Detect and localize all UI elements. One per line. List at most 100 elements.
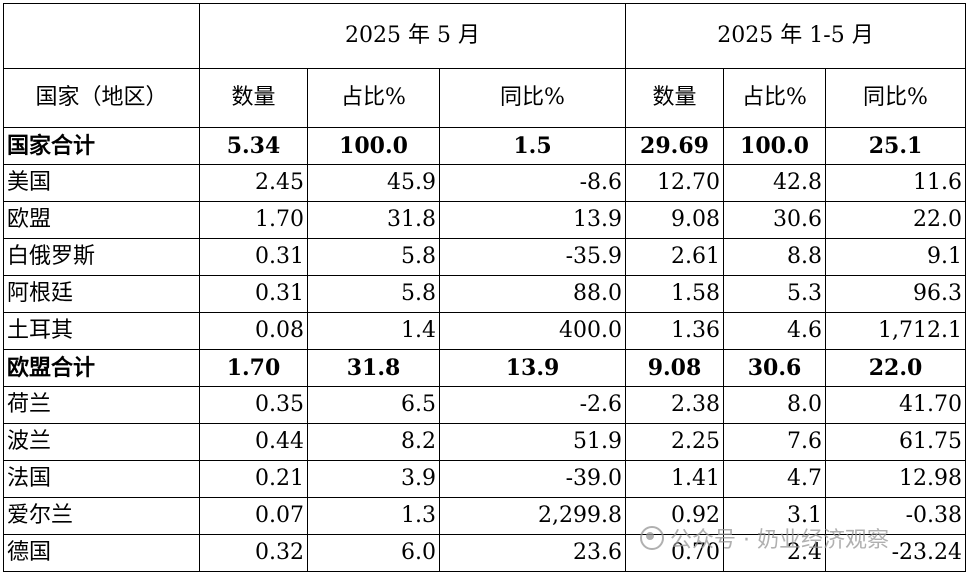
table-row: 荷兰 0.35 6.5 -2.6 2.38 8.0 41.70 [3,386,966,424]
month-yoy-header: 同比% [439,68,626,128]
ytd-yoy-cell: 61.75 [825,423,966,461]
table-row: 白俄罗斯 0.31 5.8 -35.9 2.61 8.8 9.1 [3,238,966,276]
period-ytd-header: 2025 年 1-5 月 [625,3,966,69]
country-cell: 法国 [3,460,200,498]
country-cell: 荷兰 [3,386,200,424]
month-share-header: 占比% [307,68,440,128]
month-yoy-cell: 13.9 [439,349,626,387]
watermark: 公众号 · 奶业经济观察 [640,522,889,554]
month-qty-cell: 0.21 [199,460,308,498]
month-share-cell: 1.4 [307,312,440,350]
ytd-share-cell: 8.0 [723,386,826,424]
month-share-cell: 6.5 [307,386,440,424]
ytd-yoy-cell: 12.98 [825,460,966,498]
ytd-share-header: 占比% [723,68,826,128]
ytd-share-cell: 3.1 [723,497,826,535]
ytd-yoy-cell: 11.6 [825,164,966,202]
ytd-yoy-cell: 22.0 [825,201,966,239]
month-share-cell: 5.8 [307,238,440,276]
month-yoy-cell: 13.9 [439,201,626,239]
month-qty-cell: 0.08 [199,312,308,350]
table-row: 波兰 0.44 8.2 51.9 2.25 7.6 61.75 [3,423,966,461]
ytd-qty-cell: 29.69 [625,127,724,165]
table-container: 2025 年 5 月 2025 年 1-5 月 国家（地区） 数量 占比% 同比… [3,3,966,572]
country-cell: 美国 [3,164,200,202]
country-cell: 国家合计 [3,127,200,165]
month-yoy-cell: 2,299.8 [439,497,626,535]
month-share-cell: 6.0 [307,534,440,572]
month-share-cell: 31.8 [307,349,440,387]
table-row: 法国 0.21 3.9 -39.0 1.41 4.7 12.98 [3,460,966,498]
month-share-cell: 8.2 [307,423,440,461]
month-qty-cell: 0.31 [199,238,308,276]
ytd-share-cell: 2.4 [723,534,826,572]
month-qty-cell: 1.70 [199,201,308,239]
month-yoy-cell: -35.9 [439,238,626,276]
ytd-share-cell: 7.6 [723,423,826,461]
country-cell: 爱尔兰 [3,497,200,535]
ytd-yoy-cell: 41.70 [825,386,966,424]
month-yoy-cell: -2.6 [439,386,626,424]
month-share-cell: 100.0 [307,127,440,165]
month-qty-header: 数量 [199,68,308,128]
month-share-cell: 45.9 [307,164,440,202]
country-cell: 土耳其 [3,312,200,350]
table-total-row: 国家合计 5.34 100.0 1.5 29.69 100.0 25.1 [3,127,966,165]
table-row: 土耳其 0.08 1.4 400.0 1.36 4.6 1,712.1 [3,312,966,350]
table-row: 德国 0.32 6.0 23.6 0.70 2.4 -23.24 [3,534,966,572]
ytd-qty-cell: 2.38 [625,386,724,424]
month-qty-cell: 0.32 [199,534,308,572]
table-row: 美国 2.45 45.9 -8.6 12.70 42.8 11.6 [3,164,966,202]
ytd-share-cell: 8.8 [723,238,826,276]
ytd-qty-cell: 9.08 [625,201,724,239]
ytd-share-cell: 5.3 [723,275,826,313]
month-qty-cell: 2.45 [199,164,308,202]
ytd-yoy-cell: 9.1 [825,238,966,276]
table-row: 欧盟 1.70 31.8 13.9 9.08 30.6 22.0 [3,201,966,239]
wechat-icon [640,526,664,550]
ytd-yoy-cell: 96.3 [825,275,966,313]
month-qty-cell: 1.70 [199,349,308,387]
ytd-yoy-cell: 1,712.1 [825,312,966,350]
corner-cell [3,3,200,69]
month-share-cell: 5.8 [307,275,440,313]
month-share-cell: 31.8 [307,201,440,239]
country-cell: 阿根廷 [3,275,200,313]
month-qty-cell: 0.07 [199,497,308,535]
country-column-header: 国家（地区） [3,68,200,128]
ytd-qty-cell: 1.58 [625,275,724,313]
month-yoy-cell: 1.5 [439,127,626,165]
month-yoy-cell: 23.6 [439,534,626,572]
ytd-qty-cell: 1.36 [625,312,724,350]
ytd-yoy-header: 同比% [825,68,966,128]
ytd-yoy-cell: 22.0 [825,349,966,387]
table-row: 阿根廷 0.31 5.8 88.0 1.58 5.3 96.3 [3,275,966,313]
ytd-qty-cell: 2.25 [625,423,724,461]
month-qty-cell: 5.34 [199,127,308,165]
ytd-share-cell: 4.6 [723,312,826,350]
month-qty-cell: 0.35 [199,386,308,424]
period-current-header: 2025 年 5 月 [199,3,626,69]
period-header-row: 2025 年 5 月 2025 年 1-5 月 [3,3,966,69]
ytd-share-cell: 42.8 [723,164,826,202]
table-total-row: 欧盟合计 1.70 31.8 13.9 9.08 30.6 22.0 [3,349,966,387]
month-share-cell: 3.9 [307,460,440,498]
country-cell: 波兰 [3,423,200,461]
month-yoy-cell: -8.6 [439,164,626,202]
country-cell: 欧盟 [3,201,200,239]
watermark-text: 公众号 · 奶业经济观察 [670,528,889,553]
ytd-share-cell: 100.0 [723,127,826,165]
ytd-share-cell: 30.6 [723,201,826,239]
month-qty-cell: 0.31 [199,275,308,313]
month-share-cell: 1.3 [307,497,440,535]
column-header-row: 国家（地区） 数量 占比% 同比% 数量 占比% 同比% [3,68,966,128]
ytd-yoy-cell: -23.24 [825,534,966,572]
ytd-qty-cell: 1.41 [625,460,724,498]
country-cell: 欧盟合计 [3,349,200,387]
month-yoy-cell: -39.0 [439,460,626,498]
export-data-table: 2025 年 5 月 2025 年 1-5 月 国家（地区） 数量 占比% 同比… [3,3,966,572]
country-cell: 白俄罗斯 [3,238,200,276]
ytd-qty-cell: 9.08 [625,349,724,387]
month-yoy-cell: 51.9 [439,423,626,461]
month-qty-cell: 0.44 [199,423,308,461]
